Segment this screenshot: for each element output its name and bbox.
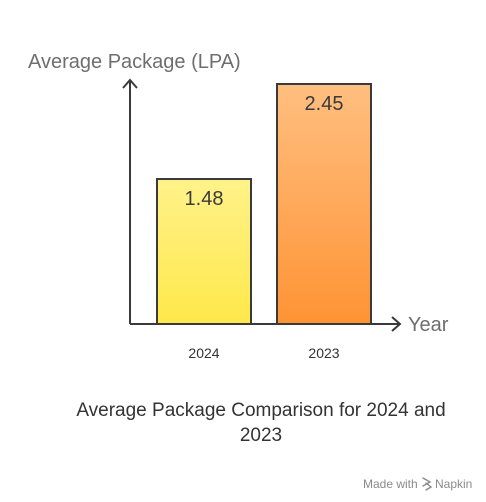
x-tick-label-2023: 2023 bbox=[308, 345, 339, 361]
y-axis-arrowhead bbox=[122, 78, 138, 89]
made-with-napkin-credit: Made with Napkin bbox=[363, 477, 472, 491]
x-tick-label-2024: 2024 bbox=[188, 345, 219, 361]
napkin-logo-icon bbox=[422, 477, 433, 491]
bar-2024 bbox=[156, 178, 252, 325]
credit-text: Made with bbox=[363, 477, 418, 491]
data-label-2023: 2.45 bbox=[305, 93, 344, 115]
bar-2023 bbox=[276, 83, 372, 325]
chart-title-line-2: 2023 bbox=[240, 425, 282, 446]
credit-brand: Napkin bbox=[435, 477, 472, 491]
data-label-2024: 1.48 bbox=[185, 188, 224, 210]
chart-title-line-1: Average Package Comparison for 2024 and bbox=[76, 400, 445, 421]
x-axis-label: Year bbox=[408, 314, 449, 336]
y-axis-label: Average Package (LPA) bbox=[28, 51, 241, 73]
x-axis-arrowhead bbox=[391, 316, 402, 332]
